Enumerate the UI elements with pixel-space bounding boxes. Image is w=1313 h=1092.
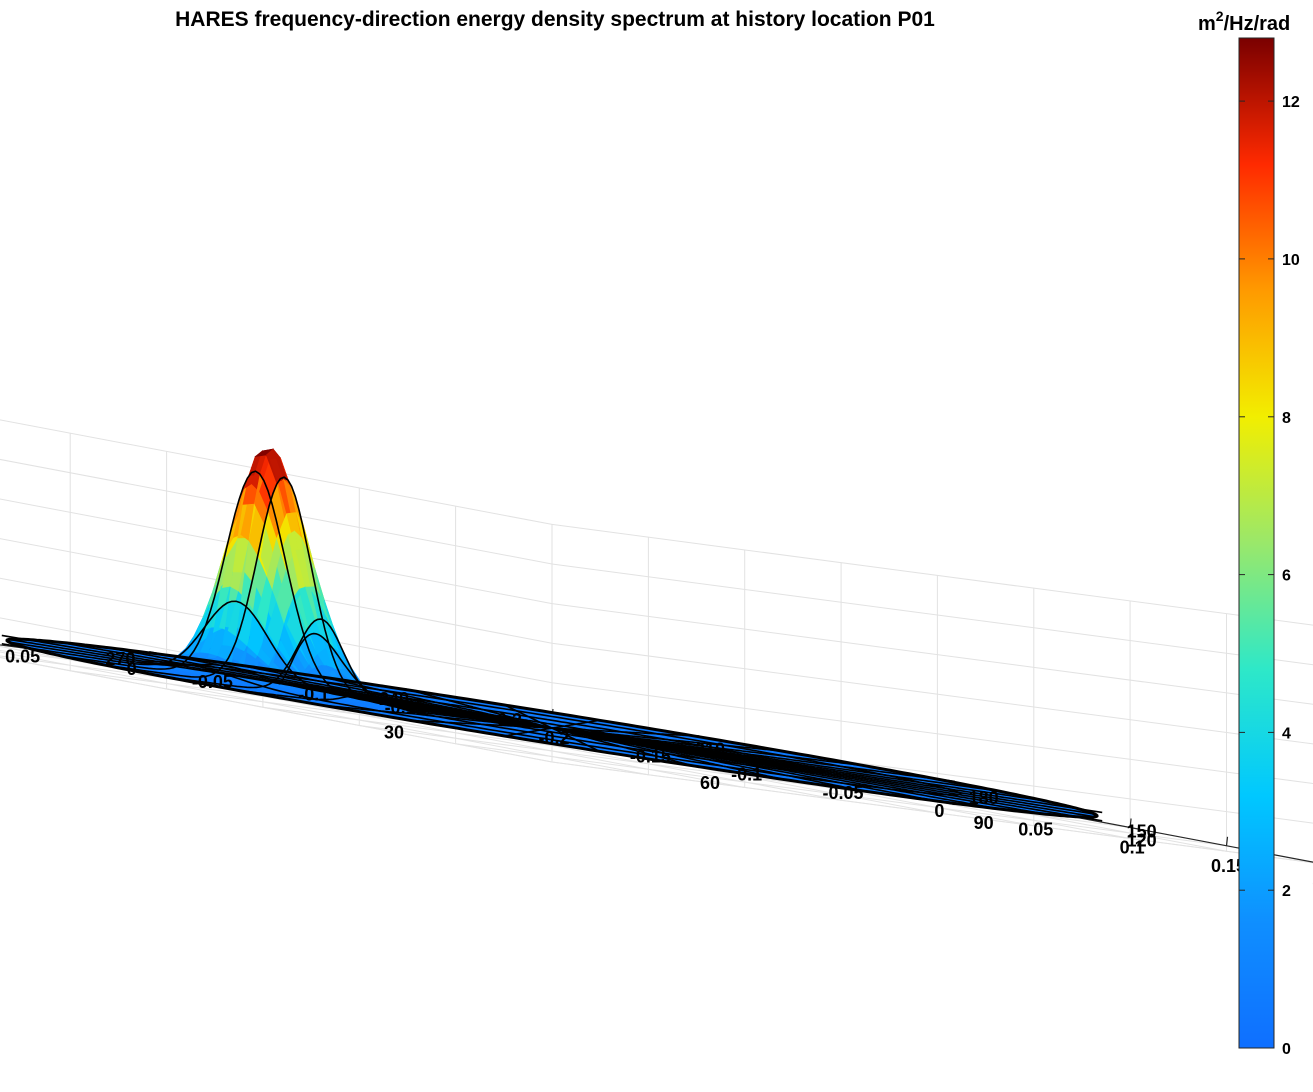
axes-lines xyxy=(0,644,1313,863)
x-tick-mark-7 xyxy=(1225,836,1229,846)
x-tick-mark-6 xyxy=(1129,818,1132,828)
side-wall-grid-h-5 xyxy=(551,563,1313,666)
side-wall-grid-h-4 xyxy=(551,603,1313,705)
chart-title: HARES frequency-direction energy density… xyxy=(175,8,935,31)
back-wall-grid-h-5 xyxy=(0,458,553,565)
axes-grid xyxy=(0,419,1313,864)
back-wall-grid-h-4 xyxy=(0,498,553,605)
back-wall-grid-h-6 xyxy=(0,419,553,525)
side-wall-grid-h-2 xyxy=(551,682,1313,785)
back-wall-grid-h-0 xyxy=(0,656,553,763)
spectrum-surface xyxy=(1,448,1103,822)
side-wall-grid-h-3 xyxy=(551,642,1313,745)
back-wall-grid-h-3 xyxy=(0,538,553,644)
side-wall-grid-h-0 xyxy=(551,761,1313,864)
side-wall-grid-h-6 xyxy=(551,523,1313,626)
back-wall-grid-h-2 xyxy=(0,577,553,684)
